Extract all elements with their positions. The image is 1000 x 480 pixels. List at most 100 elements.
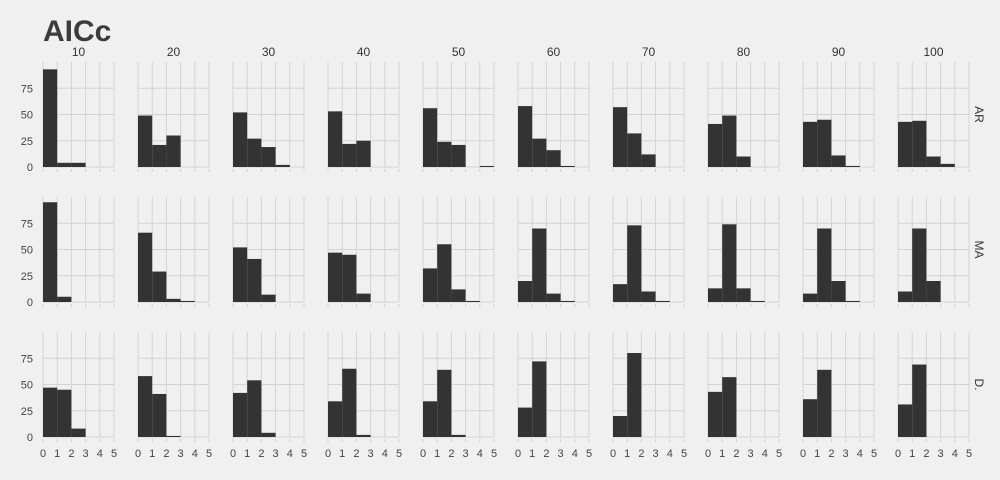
x-tick-label: 0 bbox=[800, 448, 806, 460]
facet-row-label: D. bbox=[972, 379, 986, 391]
histogram-bar bbox=[328, 252, 343, 302]
y-tick-label: 25 bbox=[21, 136, 33, 148]
histogram-bar bbox=[451, 289, 466, 302]
histogram-bar bbox=[627, 133, 642, 167]
histogram-bar bbox=[532, 361, 547, 437]
histogram-bar bbox=[898, 291, 913, 302]
histogram-bar bbox=[736, 156, 751, 167]
x-tick-label: 5 bbox=[206, 448, 212, 460]
x-tick-label: 2 bbox=[638, 448, 644, 460]
x-tick-label: 5 bbox=[681, 448, 687, 460]
x-tick-label: 4 bbox=[667, 448, 673, 460]
histogram-bar bbox=[803, 399, 818, 437]
histogram-bar bbox=[898, 404, 913, 437]
x-tick-label: 2 bbox=[258, 448, 264, 460]
histogram-bar bbox=[451, 144, 466, 167]
histogram-bar bbox=[166, 298, 181, 302]
facet-column-label: 80 bbox=[737, 45, 751, 59]
x-tick-label: 3 bbox=[653, 448, 659, 460]
x-tick-label: 1 bbox=[814, 448, 820, 460]
histogram-bar bbox=[803, 293, 818, 302]
facet-row-label: AR bbox=[972, 106, 986, 123]
x-tick-label: 4 bbox=[287, 448, 293, 460]
histogram-bar bbox=[845, 300, 860, 302]
histogram-bar bbox=[641, 154, 656, 167]
histogram-bar bbox=[912, 364, 927, 437]
histogram-bar bbox=[708, 288, 723, 302]
x-tick-label: 4 bbox=[952, 448, 958, 460]
x-tick-label: 0 bbox=[135, 448, 141, 460]
x-tick-label: 0 bbox=[230, 448, 236, 460]
x-tick-label: 2 bbox=[733, 448, 739, 460]
histogram-bar bbox=[423, 401, 438, 437]
facet-column-label: 30 bbox=[262, 45, 276, 59]
histogram-bar bbox=[437, 244, 452, 302]
histogram-bar bbox=[152, 144, 167, 167]
histogram-bar bbox=[546, 293, 561, 302]
facet-row-label: MA bbox=[972, 241, 986, 259]
histogram-bar bbox=[342, 368, 357, 437]
histogram-bar bbox=[233, 112, 248, 167]
y-tick-label: 75 bbox=[21, 218, 33, 230]
histogram-bar bbox=[560, 165, 575, 167]
histogram-bar bbox=[736, 288, 751, 302]
x-tick-label: 3 bbox=[748, 448, 754, 460]
y-tick-label: 50 bbox=[21, 245, 33, 257]
x-tick-label: 0 bbox=[40, 448, 46, 460]
x-tick-label: 5 bbox=[776, 448, 782, 460]
histogram-bar bbox=[750, 300, 765, 302]
histogram-bar bbox=[655, 300, 670, 302]
x-tick-label: 3 bbox=[463, 448, 469, 460]
histogram-bar bbox=[560, 300, 575, 302]
x-tick-label: 1 bbox=[529, 448, 535, 460]
histogram-bar bbox=[912, 228, 927, 302]
histogram-bar bbox=[138, 232, 153, 302]
x-tick-label: 3 bbox=[178, 448, 184, 460]
histogram-bar bbox=[356, 434, 371, 437]
histogram-bar bbox=[518, 106, 533, 167]
facet-column-label: 20 bbox=[167, 45, 181, 59]
histogram-bar bbox=[817, 369, 832, 437]
histogram-bar bbox=[57, 162, 72, 167]
histogram-bar bbox=[247, 138, 262, 167]
histogram-bar bbox=[613, 107, 628, 167]
x-tick-label: 0 bbox=[325, 448, 331, 460]
histogram-bar bbox=[71, 162, 86, 167]
histogram-bar bbox=[627, 353, 642, 437]
histogram-bar bbox=[817, 228, 832, 302]
x-tick-label: 5 bbox=[871, 448, 877, 460]
y-tick-label: 0 bbox=[27, 162, 33, 174]
histogram-bar bbox=[138, 376, 153, 437]
histogram-bar bbox=[138, 115, 153, 167]
histogram-bar bbox=[275, 164, 290, 167]
x-tick-label: 0 bbox=[420, 448, 426, 460]
x-tick-label: 0 bbox=[515, 448, 521, 460]
histogram-bar bbox=[518, 407, 533, 437]
histogram-bar bbox=[708, 123, 723, 167]
histogram-bar bbox=[233, 392, 248, 437]
histogram-bar bbox=[898, 121, 913, 167]
histogram-bar bbox=[356, 140, 371, 167]
facet-column-label: 90 bbox=[832, 45, 846, 59]
histogram-bar bbox=[43, 202, 58, 302]
histogram-bar bbox=[722, 224, 737, 302]
x-tick-label: 2 bbox=[543, 448, 549, 460]
histogram-bar bbox=[233, 247, 248, 302]
y-tick-label: 0 bbox=[27, 297, 33, 309]
facet-column-label: 60 bbox=[547, 45, 561, 59]
histogram-bar bbox=[708, 391, 723, 437]
facet-column-label: 50 bbox=[452, 45, 466, 59]
histogram-bar bbox=[328, 111, 343, 167]
x-tick-label: 4 bbox=[382, 448, 388, 460]
histogram-bar bbox=[152, 393, 167, 437]
y-tick-label: 25 bbox=[21, 271, 33, 283]
x-tick-label: 1 bbox=[624, 448, 630, 460]
x-tick-label: 1 bbox=[149, 448, 155, 460]
x-tick-label: 2 bbox=[828, 448, 834, 460]
histogram-bar bbox=[356, 293, 371, 302]
x-tick-label: 5 bbox=[966, 448, 972, 460]
histogram-bar bbox=[451, 434, 466, 437]
x-tick-label: 0 bbox=[610, 448, 616, 460]
histogram-bar bbox=[71, 428, 86, 437]
